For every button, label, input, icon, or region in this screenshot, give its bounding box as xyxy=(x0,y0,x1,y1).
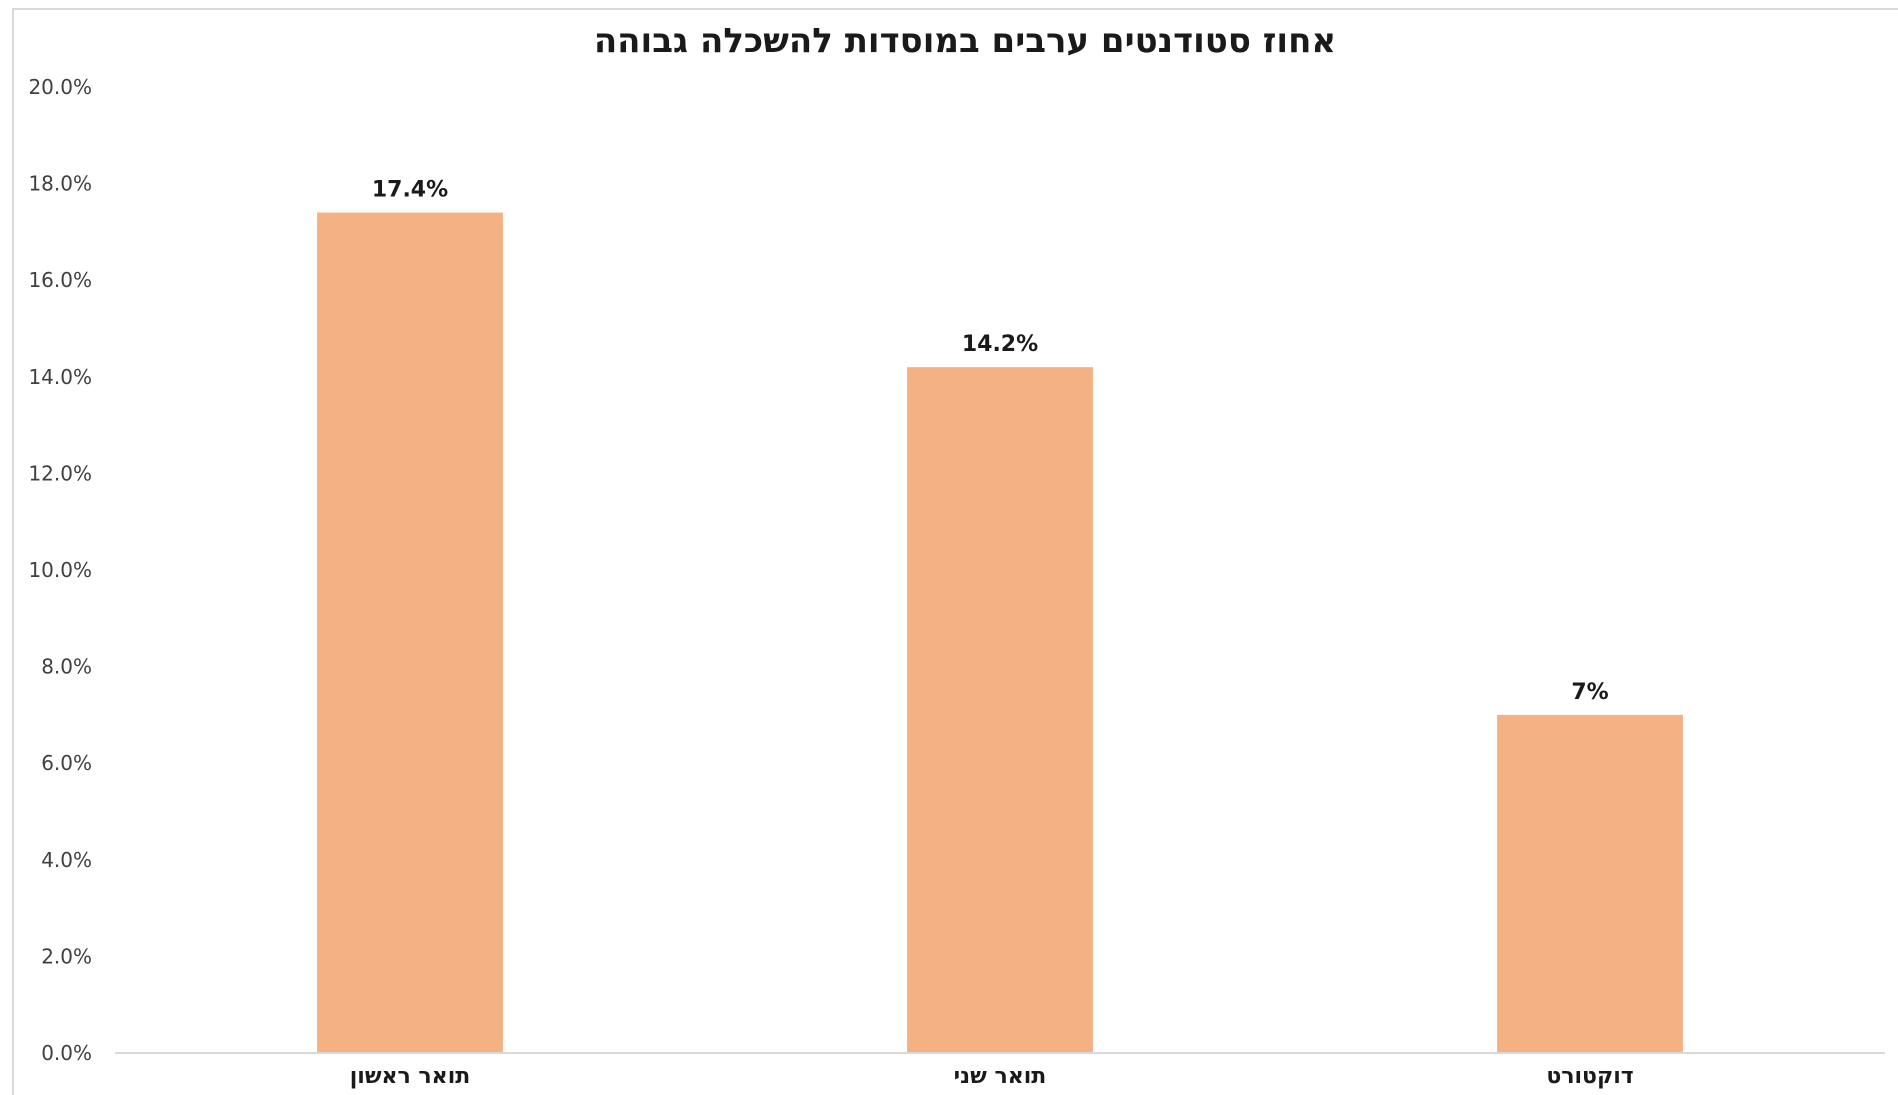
x-category-label: תואר ראשון xyxy=(350,1064,471,1089)
bar xyxy=(1497,714,1683,1053)
y-tick-label: 18.0% xyxy=(28,172,92,196)
y-tick-label: 2.0% xyxy=(41,944,92,968)
data-label: 14.2% xyxy=(962,332,1038,357)
y-tick-label: 10.0% xyxy=(28,558,92,582)
x-axis: תואר ראשון תואר שני דוקטורט xyxy=(115,1052,1885,1089)
y-tick-label: 14.0% xyxy=(28,365,92,389)
x-category-label: דוקטורט xyxy=(1546,1064,1633,1089)
y-tick-label: 20.0% xyxy=(28,75,92,99)
y-tick-label: 4.0% xyxy=(41,848,92,872)
bar xyxy=(317,212,503,1053)
data-label: 17.4% xyxy=(372,178,448,203)
bar xyxy=(907,367,1093,1053)
bars-group: 17.4% 14.2% 7% xyxy=(317,178,1683,1053)
y-tick-label: 16.0% xyxy=(28,268,92,292)
y-tick-label: 0.0% xyxy=(41,1041,92,1065)
chart-title: אחוז סטודנטים ערבים במוסדות להשכלה גבוהה xyxy=(594,21,1336,61)
x-category-label: תואר שני xyxy=(954,1064,1047,1089)
y-axis: 0.0% 2.0% 4.0% 6.0% 8.0% 10.0% 12.0% 14.0% 16.0%… xyxy=(28,75,92,1065)
data-label: 7% xyxy=(1571,680,1608,705)
y-tick-label: 12.0% xyxy=(28,461,92,485)
chart-frame xyxy=(12,8,1898,1095)
y-tick-label: 6.0% xyxy=(41,751,92,775)
y-tick-label: 8.0% xyxy=(41,655,92,679)
